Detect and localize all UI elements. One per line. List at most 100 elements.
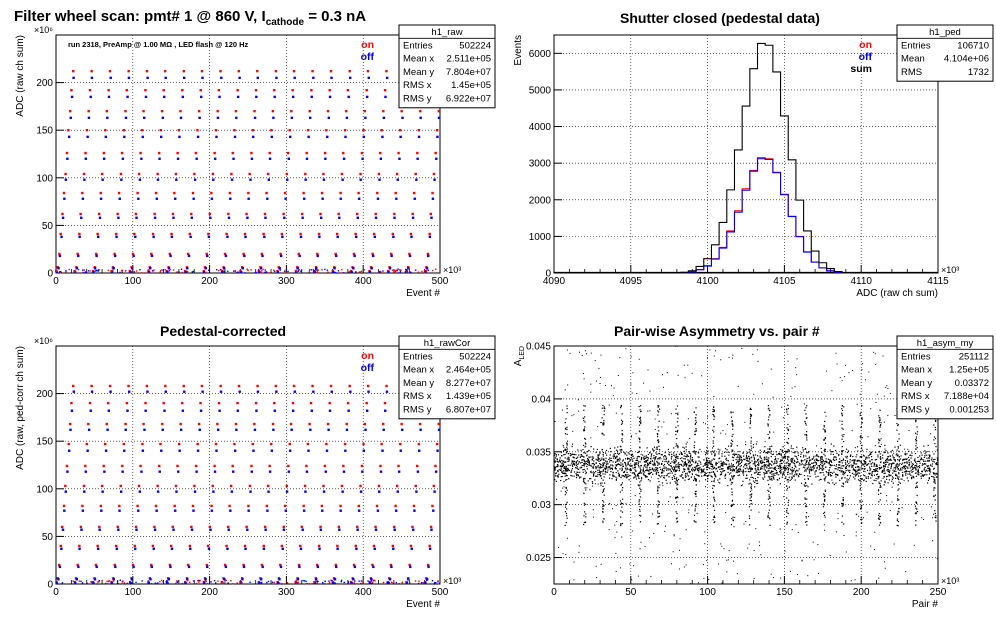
point bbox=[720, 473, 723, 475]
point bbox=[612, 455, 614, 457]
point bbox=[773, 467, 775, 469]
point-off bbox=[187, 254, 191, 258]
point bbox=[637, 461, 640, 463]
point bbox=[933, 453, 935, 455]
point bbox=[670, 465, 672, 467]
point bbox=[788, 467, 790, 469]
point bbox=[585, 471, 587, 473]
spike-point bbox=[566, 442, 568, 444]
point-baseline bbox=[431, 579, 434, 582]
point bbox=[915, 475, 918, 477]
point-on bbox=[84, 464, 87, 468]
point bbox=[866, 464, 868, 466]
point bbox=[595, 475, 597, 477]
point-baseline bbox=[355, 583, 358, 585]
point bbox=[879, 456, 882, 458]
point bbox=[923, 460, 925, 462]
point bbox=[593, 466, 595, 468]
point bbox=[701, 471, 704, 473]
point bbox=[854, 475, 857, 477]
point bbox=[583, 465, 585, 467]
point bbox=[741, 459, 743, 462]
spike-point bbox=[824, 437, 826, 439]
spike-point bbox=[584, 477, 586, 480]
point-on bbox=[236, 401, 239, 405]
point-on bbox=[131, 252, 135, 256]
spike-point bbox=[805, 424, 807, 426]
point bbox=[871, 470, 874, 473]
point bbox=[683, 464, 686, 466]
point bbox=[904, 468, 906, 470]
spike-point bbox=[842, 449, 844, 452]
point-on bbox=[340, 484, 344, 488]
point bbox=[636, 462, 638, 464]
point bbox=[884, 466, 887, 468]
point bbox=[720, 463, 722, 465]
point bbox=[711, 447, 714, 449]
point-off bbox=[316, 565, 320, 569]
point-baseline bbox=[165, 580, 168, 583]
spike-point bbox=[768, 451, 770, 453]
y-tick-label: 100 bbox=[36, 173, 53, 184]
point-on bbox=[411, 212, 414, 216]
point bbox=[742, 472, 744, 474]
point-on bbox=[248, 172, 251, 176]
point bbox=[626, 476, 628, 478]
point bbox=[915, 468, 917, 470]
point-off bbox=[266, 197, 269, 200]
point bbox=[757, 467, 759, 469]
point bbox=[687, 467, 689, 469]
point-on bbox=[300, 525, 304, 529]
point bbox=[652, 448, 654, 450]
point bbox=[824, 466, 827, 468]
point-off bbox=[130, 267, 134, 270]
point-baseline bbox=[404, 271, 407, 273]
point-on bbox=[322, 172, 325, 176]
point bbox=[646, 464, 648, 467]
spike-point bbox=[731, 491, 733, 493]
point bbox=[805, 455, 807, 457]
point bbox=[746, 457, 748, 459]
point-off bbox=[279, 565, 283, 569]
spike-point bbox=[603, 407, 605, 409]
point-off bbox=[244, 235, 247, 239]
point-off bbox=[373, 547, 376, 550]
point bbox=[659, 466, 661, 469]
point bbox=[675, 453, 677, 456]
point bbox=[709, 472, 711, 474]
point-on bbox=[217, 401, 221, 405]
point-on bbox=[297, 252, 300, 256]
point bbox=[814, 461, 816, 463]
spike-point bbox=[657, 489, 659, 491]
point bbox=[897, 459, 899, 461]
point bbox=[565, 469, 568, 471]
point bbox=[743, 471, 745, 473]
point-off bbox=[217, 428, 220, 431]
point bbox=[728, 473, 731, 475]
point-on bbox=[323, 464, 327, 468]
point bbox=[664, 460, 666, 463]
point-off bbox=[298, 254, 301, 258]
point bbox=[715, 476, 717, 478]
point bbox=[906, 458, 908, 460]
point-on bbox=[345, 109, 348, 113]
point-baseline bbox=[160, 270, 162, 272]
point bbox=[924, 453, 926, 455]
point bbox=[924, 450, 926, 452]
point-off bbox=[132, 254, 135, 258]
point bbox=[774, 458, 777, 460]
point-on bbox=[359, 484, 362, 488]
spike-point bbox=[656, 510, 659, 512]
point bbox=[855, 472, 857, 474]
point-on bbox=[287, 464, 290, 468]
point-off bbox=[410, 235, 413, 239]
point bbox=[787, 473, 789, 475]
spike-point bbox=[842, 504, 845, 506]
point bbox=[872, 462, 874, 464]
point bbox=[868, 457, 870, 459]
spike-point bbox=[769, 414, 771, 416]
stats-label: Mean x bbox=[403, 365, 434, 376]
point bbox=[634, 464, 636, 466]
point bbox=[873, 474, 876, 476]
point-off bbox=[312, 390, 315, 393]
